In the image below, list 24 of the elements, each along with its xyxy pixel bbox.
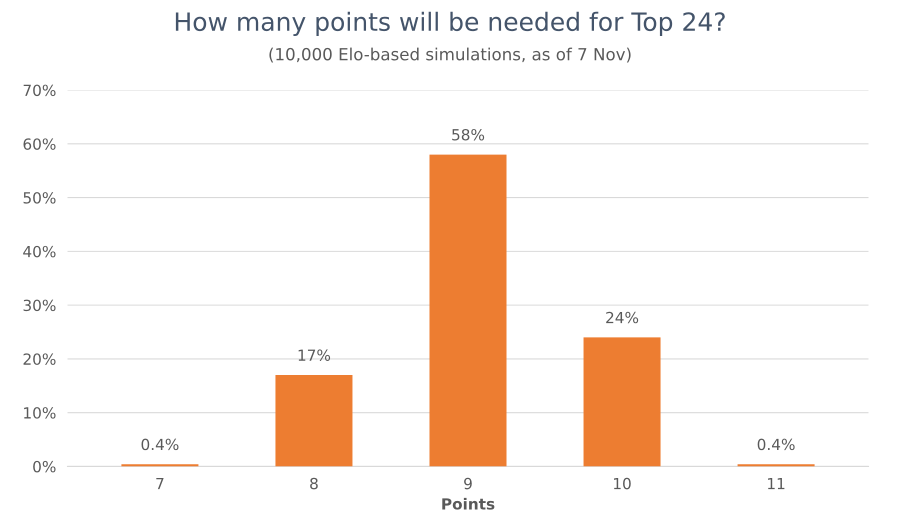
data-label: 0.4% (142, 438, 178, 450)
data-label: 24% (606, 312, 638, 324)
y-tick-label: 0% (33, 460, 56, 472)
x-tick-label: 7 (156, 478, 164, 490)
x-tick-label: 9 (464, 478, 472, 490)
y-tick-label: 70% (24, 84, 56, 96)
chart-title: How many points will be needed for Top 24? (176, 12, 725, 36)
bar (429, 154, 507, 466)
data-label: 17% (298, 349, 330, 361)
y-tick-label: 40% (23, 246, 56, 258)
chart-subtitle: (10,000 Elo-based simulations, as of 7 Nov) (269, 48, 631, 62)
bar (275, 375, 352, 466)
y-tick-label: 20% (24, 353, 56, 365)
x-tick-label: 10 (614, 478, 631, 490)
bar (584, 337, 661, 466)
x-tick-label: 8 (310, 478, 318, 490)
y-tick-label: 30% (24, 300, 56, 312)
y-tick-label: 10% (24, 407, 56, 419)
x-axis-title: Points (442, 498, 494, 510)
x-tick-label: 11 (768, 478, 784, 490)
y-tick-label: 50% (24, 192, 56, 204)
data-label: 58% (452, 128, 484, 141)
y-tick-label: 60% (24, 138, 56, 150)
data-label: 0.4% (758, 438, 795, 450)
